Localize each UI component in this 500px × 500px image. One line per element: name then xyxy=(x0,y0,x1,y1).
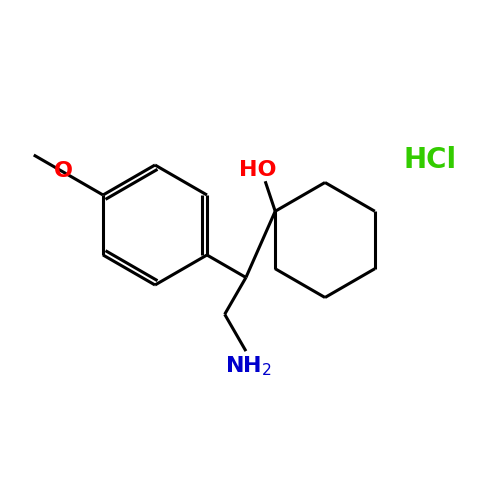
Text: HO: HO xyxy=(239,160,277,180)
Text: O: O xyxy=(54,162,73,182)
Text: HCl: HCl xyxy=(404,146,456,174)
Text: NH$_2$: NH$_2$ xyxy=(225,354,272,378)
